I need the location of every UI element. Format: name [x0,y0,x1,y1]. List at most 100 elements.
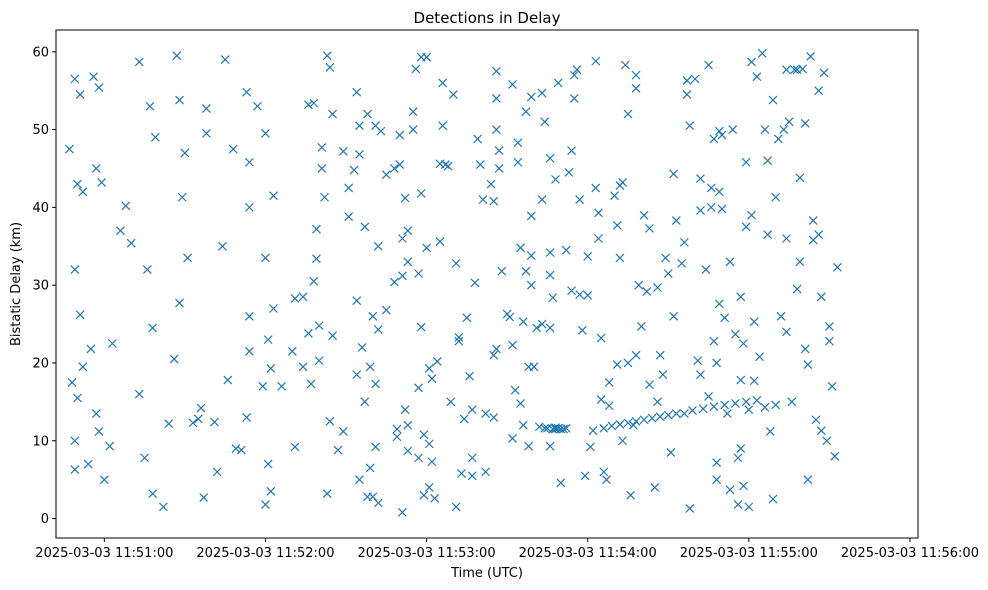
data-point [73,179,82,189]
data-point [344,212,354,222]
data-point [368,492,378,502]
data-point [671,409,681,418]
data-point [720,313,730,323]
data-point [567,286,577,296]
data-point [645,223,654,233]
y-tick-label: 60 [32,45,49,60]
data-point [540,423,550,433]
data-point [298,362,308,372]
y-tick-label: 10 [32,434,49,449]
data-point [422,52,432,62]
data-point [210,417,219,427]
data-point [833,262,842,272]
data-point [317,164,327,173]
data-point [741,222,751,232]
data-point [787,397,797,407]
x-tick-label: 2025-03-03 11:55:00 [680,546,818,561]
data-point [183,253,193,263]
data-point [244,311,254,321]
data-point [655,350,665,360]
data-point [516,398,525,408]
data-point [709,402,719,411]
data-point [760,125,770,135]
data-point [465,371,474,381]
marks-layer [65,48,842,517]
data-point [107,339,117,348]
data-point [491,344,501,354]
data-point [446,397,456,407]
data-point [432,356,442,366]
data-point [373,325,383,334]
data-point [408,107,418,117]
data-point [752,72,762,82]
data-point [360,222,370,232]
data-point [642,286,652,296]
data-point [790,65,799,75]
data-point [467,471,477,481]
data-point [682,76,692,85]
data-point [696,206,705,215]
data-point [736,375,746,385]
data-point [75,310,85,320]
data-point [781,65,791,75]
data-point [704,391,713,401]
data-point [610,191,619,201]
data-point [636,321,646,331]
data-point [685,504,695,513]
data-point [626,490,636,500]
data-point [355,475,364,485]
data-point [545,323,555,333]
data-point [470,278,480,288]
data-point [733,500,743,509]
data-point [368,311,378,321]
data-point [612,220,622,230]
data-point [172,51,182,61]
data-point [459,414,469,424]
data-point [312,254,321,264]
data-point [438,78,448,88]
data-point [150,132,160,142]
data-point [615,419,625,429]
data-point [752,395,762,405]
data-point [824,336,834,346]
data-point [604,401,614,411]
data-point [717,130,727,140]
data-point [201,129,211,138]
data-point [663,269,673,278]
data-point [776,311,786,321]
data-point [451,502,461,512]
data-point [395,160,405,170]
data-point [430,493,440,503]
data-point [328,109,338,119]
data-point [733,453,743,463]
data-point [89,72,99,82]
data-point [266,486,276,496]
y-axis: 0 10 20 30 40 50 60 [32,45,56,527]
data-point [424,439,434,449]
data-point [591,56,601,66]
data-point [596,395,606,404]
data-point [134,389,144,399]
data-point [508,433,517,443]
data-point [591,183,601,193]
data-point [679,237,689,247]
data-point [400,405,410,415]
data-point [419,490,429,500]
data-point [244,202,254,212]
data-point [551,174,560,184]
data-point [416,322,426,332]
data-point [545,153,555,163]
data-point [145,101,155,111]
data-point [309,98,319,108]
data-point [231,444,241,453]
data-point [720,400,730,410]
y-tick-label: 0 [41,512,49,527]
data-point [706,183,716,193]
data-point [338,146,348,156]
data-point [741,397,751,407]
data-point [628,420,638,430]
data-point [696,370,705,380]
data-point [757,48,767,58]
data-point [816,426,826,436]
